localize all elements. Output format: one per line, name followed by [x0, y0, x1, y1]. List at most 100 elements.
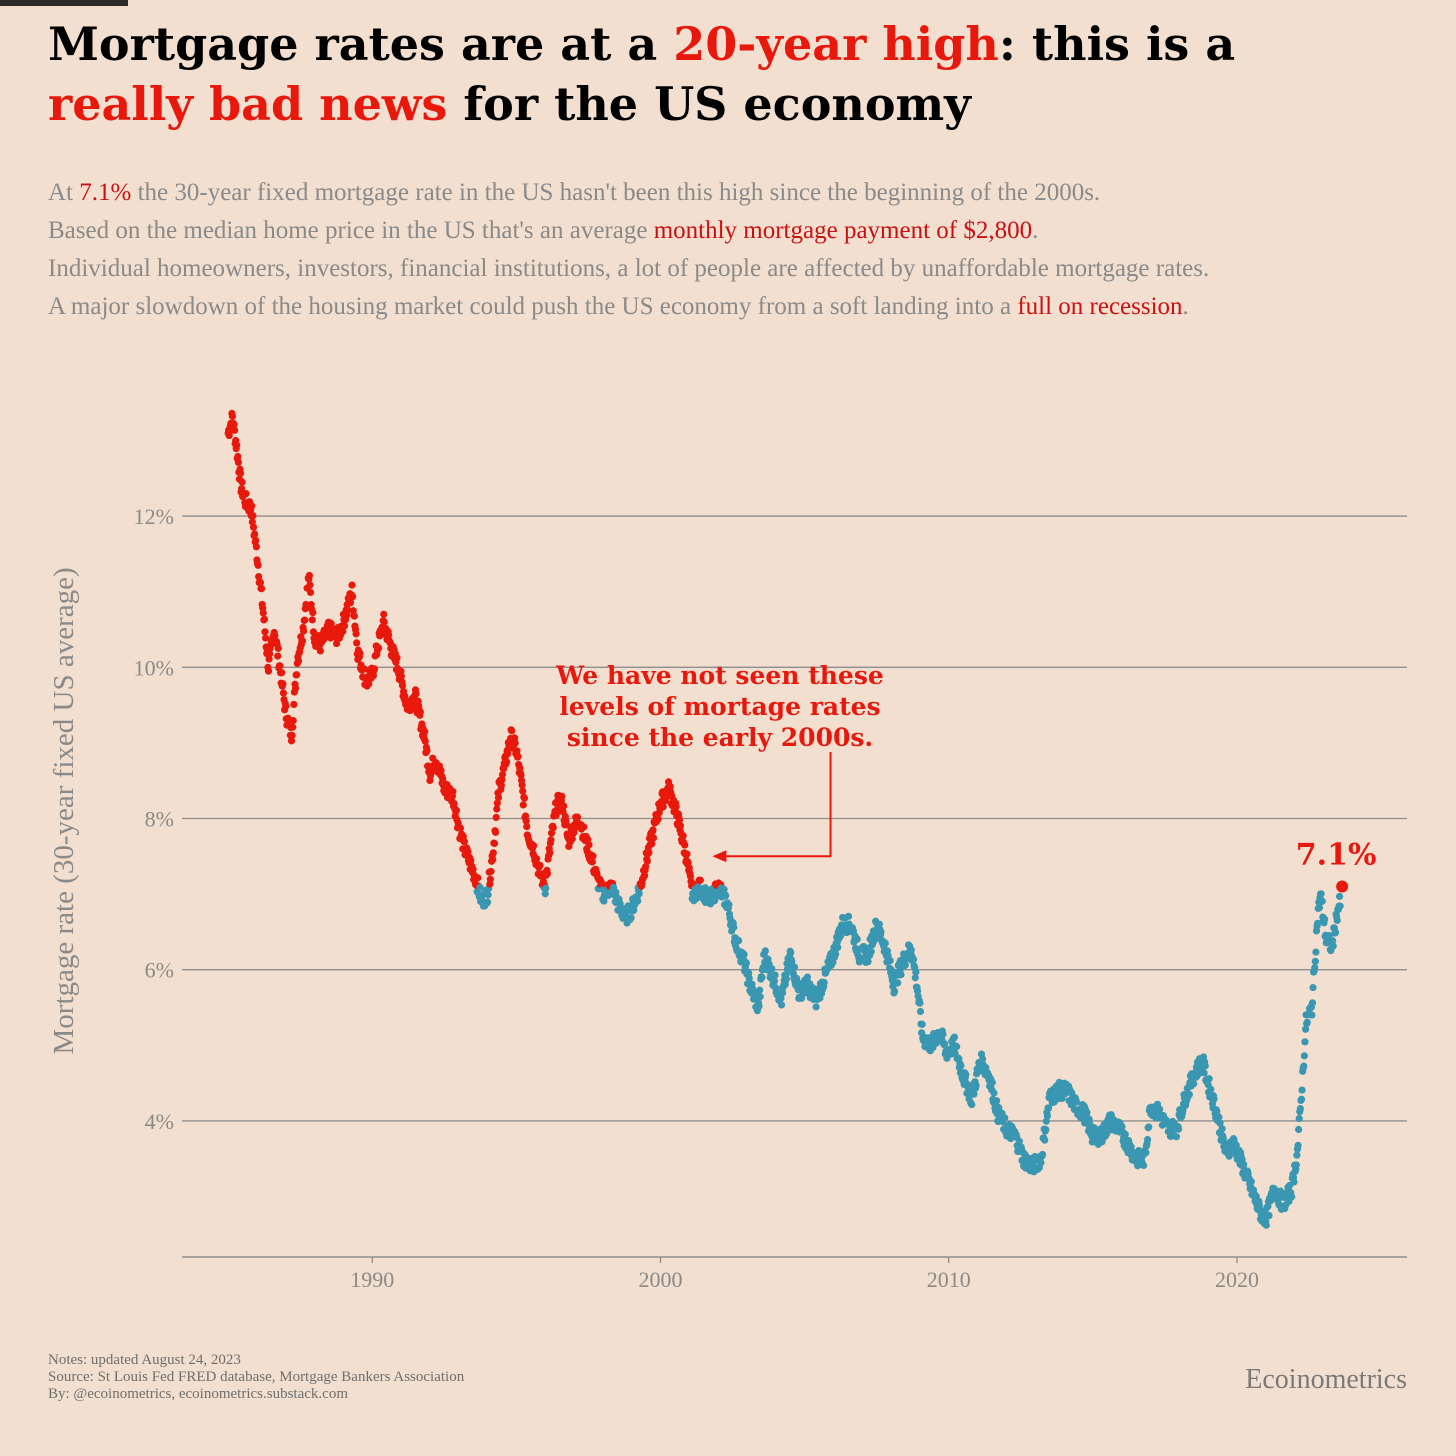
- x-tick-label: 2010: [927, 1267, 971, 1292]
- data-point: [397, 672, 406, 680]
- data-point: [264, 667, 273, 675]
- data-point: [1295, 1114, 1303, 1123]
- y-axis-title: Mortgage rate (30-year fixed US average): [48, 567, 80, 1054]
- data-point: [654, 815, 662, 823]
- data-point: [393, 654, 401, 662]
- annotation-text: levels of mortage rates: [559, 692, 880, 721]
- subtitle-highlight: full on recession: [1017, 293, 1183, 320]
- data-point: [274, 644, 282, 652]
- data-point: [1185, 1090, 1193, 1099]
- data-point: [831, 950, 840, 958]
- data-point: [1309, 983, 1317, 992]
- data-point: [327, 619, 335, 628]
- data-point: [666, 782, 674, 791]
- data-point: [288, 731, 296, 740]
- last-point-marker: [1336, 880, 1349, 893]
- data-point: [802, 989, 810, 997]
- data-point: [761, 947, 769, 955]
- data-point: [643, 857, 651, 865]
- subtitle-text: Based on the median home price in the US…: [48, 217, 654, 244]
- data-point: [541, 890, 549, 898]
- data-point: [993, 1097, 1001, 1105]
- data-point: [1300, 1052, 1308, 1060]
- data-point: [722, 892, 730, 900]
- data-point: [972, 1081, 980, 1090]
- data-point: [777, 994, 785, 1002]
- data-point: [1121, 1130, 1129, 1138]
- page-title: Mortgage rates are at a 20-year high: th…: [48, 14, 1438, 134]
- data-point: [679, 832, 687, 840]
- footer-notes: Notes: updated August 24, 2023 Source: S…: [48, 1352, 464, 1403]
- data-point: [282, 702, 290, 710]
- data-point: [365, 680, 373, 688]
- data-point: [1037, 1159, 1045, 1167]
- subtitle-text: A major slowdown of the housing market c…: [48, 293, 1018, 320]
- brand-logo-text: Ecoinometrics: [1245, 1364, 1407, 1395]
- subtitle-highlight: monthly mortgage payment of $2,800: [653, 217, 1033, 244]
- data-point: [968, 1100, 976, 1109]
- data-point: [1300, 1062, 1308, 1070]
- subtitle: At 7.1% the 30-year fixed mortgage rate …: [48, 174, 1448, 326]
- data-point: [897, 971, 905, 979]
- data-point: [456, 824, 465, 832]
- data-point: [511, 739, 519, 747]
- data-point: [1296, 1105, 1304, 1113]
- data-point: [252, 543, 260, 551]
- data-point: [1127, 1143, 1135, 1151]
- data-point: [649, 834, 658, 842]
- data-point: [416, 708, 424, 716]
- data-point: [1210, 1095, 1218, 1103]
- data-point: [483, 898, 492, 906]
- data-point: [909, 955, 918, 964]
- data-point: [953, 1043, 961, 1051]
- data-point: [676, 821, 685, 830]
- data-point: [306, 581, 314, 589]
- data-point: [970, 1090, 978, 1098]
- data-point: [401, 692, 409, 700]
- data-point: [547, 829, 556, 837]
- data-point: [890, 987, 899, 995]
- data-point: [300, 627, 308, 635]
- annotation-arrowhead: [712, 850, 727, 863]
- data-point: [493, 799, 501, 807]
- data-point: [820, 978, 828, 987]
- data-point: [742, 959, 750, 967]
- data-point: [487, 867, 495, 876]
- title-highlight-20-year-high: 20-year high: [673, 17, 999, 71]
- data-point: [1083, 1108, 1091, 1116]
- data-point: [844, 912, 853, 920]
- x-tick-label: 1990: [350, 1267, 394, 1292]
- data-point: [916, 1007, 925, 1016]
- data-point: [788, 957, 796, 966]
- data-point: [627, 914, 635, 922]
- data-point: [352, 630, 360, 638]
- data-point: [423, 747, 431, 755]
- data-point: [560, 802, 568, 810]
- data-point: [1314, 919, 1322, 927]
- data-point: [449, 787, 457, 796]
- data-point: [912, 968, 920, 976]
- data-point: [1292, 1161, 1300, 1169]
- data-point: [293, 671, 301, 679]
- data-point: [758, 973, 766, 981]
- data-point: [1216, 1119, 1224, 1127]
- data-point: [508, 727, 516, 735]
- data-point: [770, 977, 779, 985]
- data-point: [1215, 1113, 1223, 1121]
- data-point: [649, 826, 657, 834]
- data-point: [249, 512, 257, 520]
- data-point: [881, 939, 889, 948]
- data-point: [309, 628, 318, 636]
- data-point: [1140, 1161, 1148, 1170]
- data-point: [600, 897, 608, 905]
- data-point: [1085, 1115, 1093, 1123]
- data-point: [301, 616, 309, 624]
- data-point: [740, 950, 748, 959]
- data-point: [1293, 1151, 1301, 1159]
- data-point: [1301, 1025, 1310, 1033]
- data-point: [1142, 1148, 1150, 1157]
- data-point: [287, 737, 296, 745]
- data-point: [234, 452, 242, 461]
- data-point: [957, 1061, 965, 1070]
- data-point: [1311, 957, 1319, 965]
